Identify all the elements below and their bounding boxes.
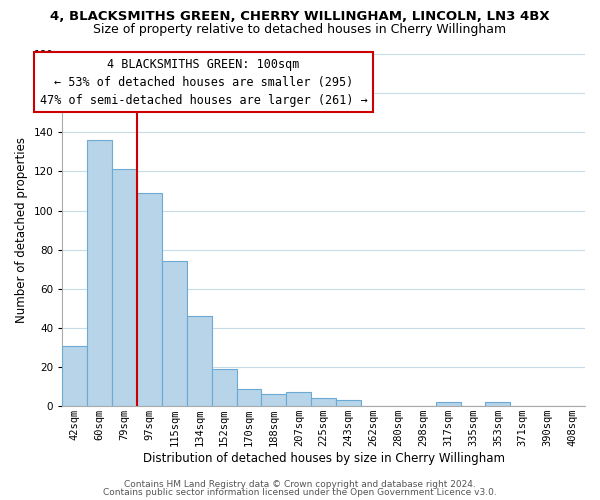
Bar [262,394,286,406]
Bar [87,140,112,406]
Bar [436,402,461,406]
Y-axis label: Number of detached properties: Number of detached properties [15,137,28,323]
Text: Size of property relative to detached houses in Cherry Willingham: Size of property relative to detached ho… [94,22,506,36]
Bar [336,400,361,406]
Text: Contains HM Land Registry data © Crown copyright and database right 2024.: Contains HM Land Registry data © Crown c… [124,480,476,489]
Bar [62,346,87,406]
Bar [236,388,262,406]
Bar [137,193,162,406]
Bar [485,402,511,406]
Bar [112,170,137,406]
Bar [286,392,311,406]
Text: Contains public sector information licensed under the Open Government Licence v3: Contains public sector information licen… [103,488,497,497]
Text: 4 BLACKSMITHS GREEN: 100sqm
← 53% of detached houses are smaller (295)
47% of se: 4 BLACKSMITHS GREEN: 100sqm ← 53% of det… [40,58,367,106]
Bar [311,398,336,406]
X-axis label: Distribution of detached houses by size in Cherry Willingham: Distribution of detached houses by size … [143,452,505,465]
Bar [162,262,187,406]
Bar [187,316,212,406]
Text: 4, BLACKSMITHS GREEN, CHERRY WILLINGHAM, LINCOLN, LN3 4BX: 4, BLACKSMITHS GREEN, CHERRY WILLINGHAM,… [50,10,550,23]
Bar [212,369,236,406]
